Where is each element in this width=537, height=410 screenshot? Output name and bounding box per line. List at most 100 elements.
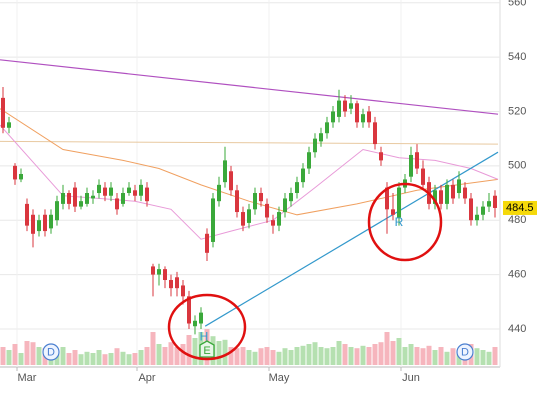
volume-bar: [420, 348, 426, 365]
candle-body: [433, 190, 437, 204]
overlay-line: [204, 151, 499, 327]
candle-body: [247, 209, 251, 223]
volume-bar: [138, 350, 144, 365]
candle-body: [421, 168, 425, 185]
overlay-line: [0, 140, 499, 145]
volume-bar: [486, 351, 492, 365]
y-tick-label: 520: [508, 105, 526, 117]
volume-bar: [366, 347, 372, 365]
x-tick-label: May: [269, 372, 290, 384]
volume-bar: [180, 344, 186, 365]
volume-bar: [228, 347, 234, 365]
volume-bar: [192, 338, 198, 365]
last-price-label: 484.5: [506, 202, 534, 214]
volume-bar: [300, 345, 306, 365]
volume-bar: [24, 341, 30, 365]
candle-body: [31, 214, 35, 234]
volume-bar: [414, 347, 420, 365]
candle-body: [415, 152, 419, 169]
candle-body: [241, 212, 245, 226]
candle-body: [25, 203, 29, 226]
candle-body: [385, 187, 389, 210]
candle-body: [133, 190, 137, 196]
volume-bar: [186, 335, 192, 365]
candle-body: [295, 182, 299, 194]
volume-bar: [264, 347, 270, 365]
volume-bar: [450, 348, 456, 365]
y-tick-label: 480: [508, 214, 526, 226]
volume-bar: [66, 353, 72, 365]
volume-bar: [336, 341, 342, 365]
candle-body: [223, 160, 227, 183]
volume-bar: [276, 351, 282, 365]
volume-bar: [384, 332, 390, 365]
candle-body: [409, 154, 413, 177]
candle-body: [187, 296, 191, 324]
candle-body: [301, 168, 305, 183]
candle-body: [73, 187, 77, 207]
volume-bar: [372, 344, 378, 365]
candle-body: [319, 133, 323, 142]
event-marker: H: [200, 329, 209, 343]
volume-bar: [156, 344, 162, 365]
candle-body: [181, 285, 185, 297]
volume-bar: [402, 347, 408, 365]
dividend-label: D: [461, 346, 469, 358]
candle-body: [277, 212, 281, 226]
volume-bar: [474, 348, 480, 365]
volume-bar: [30, 342, 36, 365]
candle-body: [139, 184, 143, 196]
dividend-badge: [456, 343, 474, 361]
candle-body: [289, 193, 293, 202]
overlay-line: [0, 59, 499, 115]
candle-body: [487, 201, 491, 207]
candle-body: [85, 193, 89, 204]
candle-body: [373, 122, 377, 145]
candle-body: [49, 214, 53, 229]
volume-bar: [126, 354, 132, 365]
volume-bar: [174, 347, 180, 365]
dividend-label: D: [47, 346, 55, 358]
y-tick-label: 560: [508, 0, 526, 9]
earnings-label: E: [203, 345, 210, 357]
volume-bar: [102, 354, 108, 365]
candle-body: [7, 122, 11, 128]
candle-body: [397, 187, 401, 218]
candle-body: [349, 103, 353, 109]
candle-body: [193, 320, 197, 327]
volume-bar: [258, 348, 264, 365]
volume-bar: [60, 347, 66, 365]
candle-body: [481, 206, 485, 215]
volume-bar: [120, 351, 126, 365]
volume-bar: [84, 351, 90, 365]
candle-body: [37, 220, 41, 232]
volume-bar: [270, 350, 276, 365]
candle-body: [163, 269, 167, 281]
candle-body: [61, 193, 65, 204]
candle-body: [235, 190, 239, 213]
event-marker: R: [395, 215, 404, 229]
y-tick-label: 440: [508, 323, 526, 335]
candle-body: [355, 103, 359, 123]
volume-bar: [240, 347, 246, 365]
volume-bar: [12, 344, 18, 365]
x-tick-label: Mar: [18, 372, 37, 384]
candle-body: [1, 97, 5, 128]
candle-body: [307, 152, 311, 169]
candle-body: [379, 152, 383, 161]
volume-bar: [246, 350, 252, 365]
volume-bar: [252, 351, 258, 365]
y-tick-label: 500: [508, 160, 526, 172]
volume-bar: [480, 350, 486, 365]
volume-bar: [144, 347, 150, 365]
x-tick-label: Apr: [138, 372, 155, 384]
candle-body: [451, 184, 455, 199]
earnings-badge: [199, 340, 215, 358]
candle-body: [343, 100, 347, 112]
candle-body: [199, 312, 203, 324]
volume-bar: [432, 350, 438, 365]
volume-bar: [108, 353, 114, 365]
volume-bar: [426, 345, 432, 365]
volume-bar: [396, 338, 402, 365]
candle-body: [211, 198, 215, 242]
